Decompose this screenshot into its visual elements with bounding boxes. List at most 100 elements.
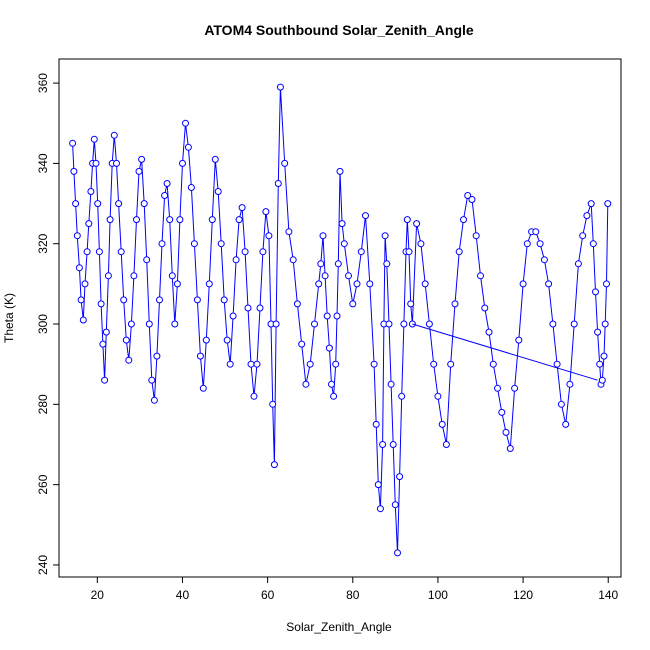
data-point [135, 167, 143, 175]
data-point [498, 408, 506, 416]
data-point [125, 356, 133, 364]
data-point [579, 232, 587, 240]
data-point [532, 228, 540, 236]
data-point [333, 312, 341, 320]
data-point [69, 139, 77, 147]
data-point [289, 256, 297, 264]
data-point [357, 248, 365, 256]
data-point [253, 360, 261, 368]
data-point [205, 280, 213, 288]
data-point [156, 296, 163, 304]
x-axis-label: Solar_Zenith_Angle [286, 620, 392, 634]
data-point [603, 280, 610, 288]
data-point [168, 272, 176, 280]
data-point [566, 380, 574, 388]
data-point [379, 441, 387, 448]
data-point [99, 340, 107, 348]
data-point [598, 376, 606, 384]
data-point [587, 200, 595, 208]
data-point [306, 360, 314, 368]
x-tick-label: 20 [91, 588, 105, 602]
data-point [604, 200, 612, 208]
data-point [184, 143, 192, 151]
data-point [417, 240, 425, 248]
data-point [256, 304, 264, 312]
data-point [421, 280, 429, 288]
series-1-line [412, 323, 598, 381]
data-point [562, 420, 570, 428]
data-point [104, 272, 112, 280]
data-point [366, 280, 374, 288]
y-tick-label: 260 [36, 474, 50, 494]
data-point [389, 441, 397, 448]
y-axis-label: Theta (K) [2, 293, 16, 343]
data-point [127, 320, 135, 328]
data-point [79, 316, 87, 324]
data-point [269, 400, 277, 408]
data-point [489, 360, 497, 368]
x-tick-label: 100 [428, 588, 448, 602]
data-point [468, 196, 476, 203]
data-point [405, 248, 413, 256]
data-point [199, 384, 207, 392]
data-point [600, 352, 608, 360]
data-point [349, 300, 357, 308]
data-point [485, 328, 493, 336]
data-point [317, 260, 325, 268]
data-point [451, 300, 459, 308]
data-point [214, 188, 222, 195]
data-point [381, 232, 389, 240]
data-point [321, 272, 329, 280]
data-point [176, 216, 184, 224]
data-point [370, 360, 378, 368]
data-point [161, 192, 169, 199]
data-point [430, 360, 438, 368]
data-point [232, 256, 240, 264]
data-point [223, 336, 231, 344]
data-point [311, 320, 318, 328]
data-point [540, 256, 548, 264]
plot-frame [58, 58, 622, 578]
data-point [376, 505, 384, 513]
data-point [166, 216, 174, 224]
data-point [179, 159, 186, 167]
data-point [502, 428, 510, 436]
chart-title: ATOM4 Southbound Solar_Zenith_Angle [204, 22, 474, 38]
data-point [425, 320, 433, 328]
data-point [330, 392, 338, 400]
data-point [523, 240, 531, 248]
data-point [574, 260, 582, 268]
data-point [596, 360, 604, 368]
data-point [83, 248, 91, 256]
data-point [244, 304, 252, 312]
data-point [460, 216, 467, 224]
data-point [511, 384, 519, 392]
y-tick-label: 280 [36, 394, 50, 414]
data-point [407, 300, 415, 308]
series-0-line [72, 87, 609, 553]
data-point [226, 360, 234, 368]
data-point [113, 159, 120, 167]
data-point [400, 320, 408, 328]
data-point [293, 300, 301, 308]
data-point [140, 200, 148, 208]
data-point [519, 280, 527, 288]
data-point [353, 280, 361, 288]
data-point [94, 200, 102, 208]
data-point [158, 240, 166, 248]
data-point [193, 296, 201, 304]
data-point [285, 228, 293, 236]
data-point [247, 360, 255, 368]
data-point [77, 296, 85, 304]
data-point [217, 240, 225, 248]
data-point [196, 352, 204, 360]
data-point [396, 473, 404, 481]
data-point [202, 336, 210, 344]
data-point [120, 296, 128, 304]
data-point [138, 155, 146, 163]
data-point [570, 320, 578, 328]
data-point [394, 549, 401, 557]
data-point [148, 376, 156, 384]
data-point [557, 400, 565, 408]
data-point [506, 445, 514, 452]
